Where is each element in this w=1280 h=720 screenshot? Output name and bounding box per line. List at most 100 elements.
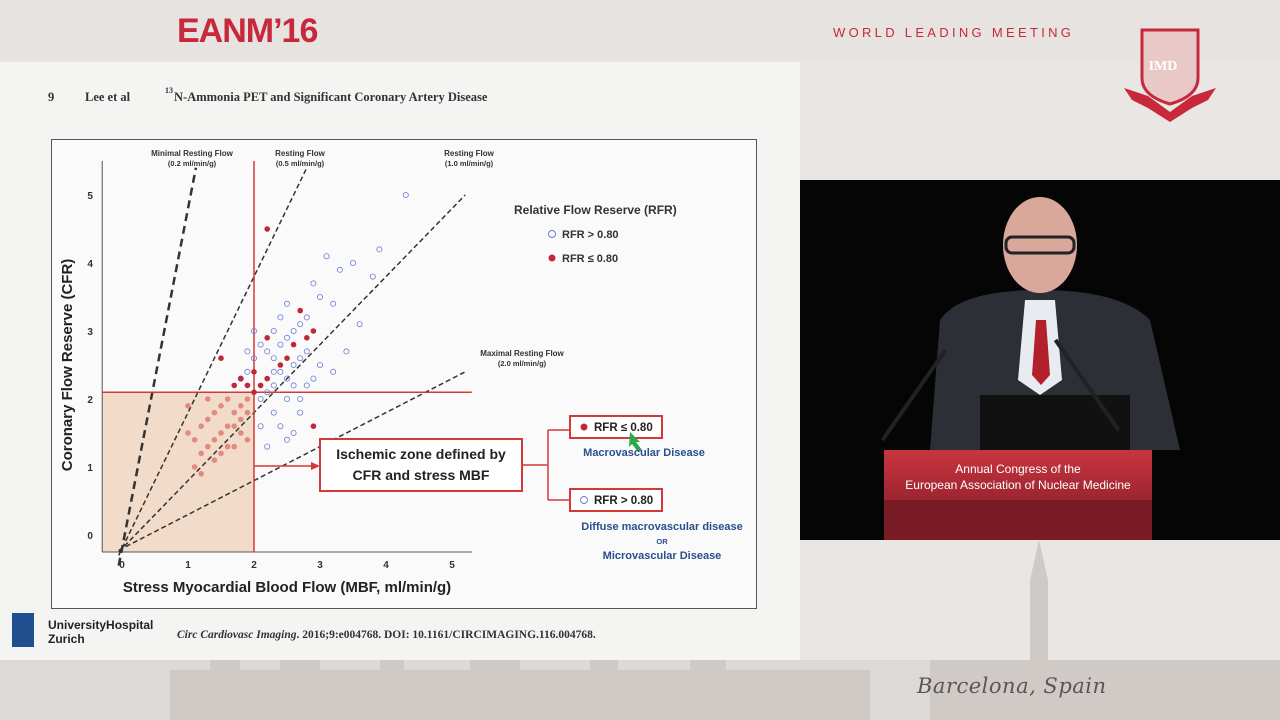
imd-badge-icon: IMD — [1124, 28, 1216, 122]
data-point-filled — [257, 382, 264, 389]
data-point-open — [330, 368, 337, 375]
data-point-open — [277, 341, 284, 348]
branch-open-desc1: Diffuse macrovascular disease — [581, 521, 742, 533]
data-point-open — [264, 389, 271, 396]
data-point-filled — [185, 403, 191, 409]
data-point-open — [323, 253, 330, 260]
legend-marker-open — [548, 230, 556, 238]
presentation-slide: 9 Lee et al 13 N-Ammonia PET and Signifi… — [0, 62, 800, 660]
ischemic-box — [319, 438, 523, 492]
data-point-filled — [205, 443, 211, 450]
podium-sign-line1: Annual Congress of the — [955, 462, 1081, 476]
city-caption: Barcelona, Spain — [917, 674, 1107, 698]
reference-line-value: (0.2 ml/min/g) — [168, 159, 217, 168]
branch-filled-label: RFR ≤ 0.80 — [594, 422, 653, 434]
data-point-filled — [244, 437, 251, 443]
data-point-filled — [310, 423, 317, 430]
branch-open-box — [569, 488, 663, 512]
arrow-head — [311, 462, 320, 470]
data-point-filled — [238, 375, 244, 382]
data-point-open — [402, 192, 409, 199]
data-point-open — [283, 395, 290, 402]
data-point-open — [277, 368, 284, 375]
x-tick-label: 2 — [251, 560, 257, 571]
data-point-filled — [211, 409, 218, 416]
data-point-filled — [218, 430, 224, 436]
reference-line — [117, 167, 198, 566]
data-point-filled — [205, 416, 211, 423]
institution-line1: UniversityHospital — [48, 618, 154, 632]
data-point-open — [303, 314, 310, 321]
data-point-open — [270, 409, 277, 416]
data-point-filled — [231, 443, 237, 450]
data-point-open — [303, 348, 310, 355]
data-point-open — [283, 375, 290, 382]
data-point-open — [250, 355, 257, 362]
data-point-filled — [284, 355, 290, 361]
badge-label: IMD — [1149, 59, 1178, 74]
data-point-open — [277, 314, 284, 321]
data-point-open — [283, 300, 290, 307]
data-point-open — [264, 348, 271, 355]
data-point-filled — [304, 335, 310, 341]
data-point-open — [369, 273, 376, 280]
data-point-open — [297, 409, 304, 416]
data-point-open — [310, 375, 317, 382]
citation-details: . 2016;9:e004768. DOI: 10.1161/CIRCIMAGI… — [296, 629, 596, 641]
ischemic-box-line1: Ischemic zone defined by — [336, 446, 506, 462]
data-point-open — [290, 429, 297, 436]
data-point-open — [297, 355, 304, 362]
branch-open-label: RFR > 0.80 — [594, 495, 653, 507]
data-point-filled — [211, 457, 218, 464]
data-point-filled — [224, 443, 231, 450]
data-point-open — [297, 321, 304, 328]
data-point-filled — [244, 409, 251, 416]
x-tick-label: 3 — [317, 560, 323, 571]
data-point-filled — [211, 437, 218, 443]
data-point-open — [250, 327, 257, 334]
data-point-filled — [244, 396, 251, 402]
data-point-filled — [231, 382, 237, 389]
data-point-open — [330, 300, 337, 307]
data-point-filled — [191, 437, 198, 443]
data-point-filled — [251, 369, 257, 375]
data-point-open — [257, 395, 264, 402]
data-point-filled — [238, 403, 244, 409]
data-point-open — [349, 260, 356, 267]
data-point-open — [310, 280, 317, 287]
y-axis-label: Coronary Flow Reserve (CFR) — [59, 259, 76, 472]
data-point-filled — [198, 450, 204, 457]
authors: Lee et al — [85, 90, 131, 104]
bracket — [522, 429, 570, 501]
data-point-filled — [198, 471, 204, 477]
legend-title: Relative Flow Reserve (RFR) — [514, 203, 677, 217]
data-point-open — [257, 423, 264, 430]
x-tick-label: 0 — [119, 560, 125, 571]
data-point-open — [343, 348, 350, 355]
speaker-figure — [930, 197, 1180, 450]
speaker-video[interactable]: Annual Congress of the European Associat… — [800, 180, 1280, 540]
data-point-filled — [238, 416, 244, 423]
ischemic-zone — [102, 392, 254, 552]
scatter-chart: 0 1 2 3 4 5 0 1 2 3 4 5 Stress Myocardial Blood Flow… — [59, 149, 743, 596]
data-point-open — [264, 443, 271, 450]
data-point-filled — [224, 423, 231, 430]
data-point-filled — [238, 430, 244, 436]
branch-open-marker — [580, 496, 588, 504]
data-point-filled — [185, 430, 191, 436]
data-point-open — [290, 382, 297, 389]
data-point-open — [270, 355, 277, 362]
podium-sign: Annual Congress of the European Associat… — [884, 461, 1152, 493]
data-point-filled — [218, 450, 224, 457]
legend-label-open: RFR > 0.80 — [562, 229, 619, 241]
x-axis-label: Stress Myocardial Blood Flow (MBF, ml/mi… — [123, 579, 451, 596]
data-point-open — [270, 368, 277, 375]
data-point-open — [283, 334, 290, 341]
data-point-filled — [244, 382, 251, 389]
data-point-filled — [198, 423, 204, 430]
branch-open-desc2: Microvascular Disease — [603, 550, 722, 562]
data-point-filled — [264, 375, 270, 382]
cursor-arrow-icon — [629, 432, 642, 452]
x-tick-label: 4 — [383, 560, 389, 571]
x-tick-label: 1 — [185, 560, 191, 571]
